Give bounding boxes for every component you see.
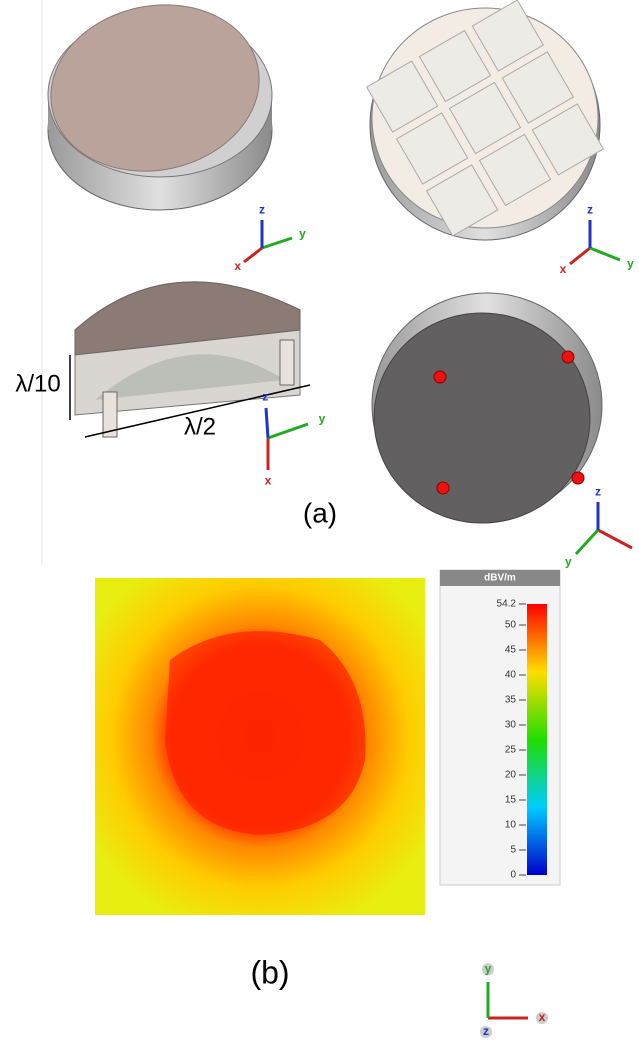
axis-label: x: [539, 1010, 546, 1024]
tick-label: 10: [505, 820, 517, 831]
disk-top: [35, 0, 275, 210]
axis-arrow: [266, 408, 268, 438]
tick-label: 15: [505, 795, 517, 806]
width-label: λ/2: [184, 413, 216, 440]
axis-label: z: [595, 484, 601, 498]
axis-label: y: [627, 256, 634, 270]
axis-arrow: [244, 248, 262, 262]
tick-label: 30: [505, 720, 517, 731]
tick-label: 0: [510, 870, 516, 881]
page: λ/10 λ/2 (a) dBV/m (b) 54.25045403530252…: [0, 0, 639, 1051]
axis-arrow: [576, 530, 598, 554]
tick-label: 54.2: [497, 599, 517, 610]
colorbar: [527, 604, 547, 875]
axis-label: z: [262, 390, 268, 404]
axis-label: y: [319, 411, 326, 425]
tick-label: 35: [505, 695, 517, 706]
axis-arrow: [598, 530, 632, 548]
hot-region: [165, 631, 365, 835]
disk-bottom: [372, 293, 602, 523]
panel-label: (a): [303, 497, 337, 528]
axis-arrow: [590, 248, 620, 260]
axis-label: x: [265, 473, 272, 487]
disk-tiles: [367, 0, 604, 240]
axis-label: z: [259, 202, 265, 216]
axis-label: y: [565, 555, 572, 569]
axis-label: y: [485, 962, 492, 976]
panel-label: (b): [250, 954, 289, 990]
axis-label: y: [299, 227, 306, 241]
axis-label: x: [234, 259, 241, 273]
figure: λ/10 λ/2 (a) dBV/m (b) 54.25045403530252…: [0, 0, 639, 1051]
colorbar-unit: dBV/m: [484, 573, 516, 584]
tick-label: 5: [510, 845, 516, 856]
tick-label: 20: [505, 770, 517, 781]
height-label: λ/10: [15, 370, 60, 397]
axis-arrow: [262, 238, 292, 248]
tick-label: 45: [505, 645, 517, 656]
tick-label: 25: [505, 745, 517, 756]
axis-label: z: [587, 202, 593, 216]
axis-label: z: [483, 1024, 489, 1038]
tick-label: 40: [505, 670, 517, 681]
axis-label: x: [560, 262, 567, 276]
axis-arrow: [570, 248, 590, 264]
axis-arrow: [268, 424, 308, 438]
tick-label: 50: [505, 620, 517, 631]
